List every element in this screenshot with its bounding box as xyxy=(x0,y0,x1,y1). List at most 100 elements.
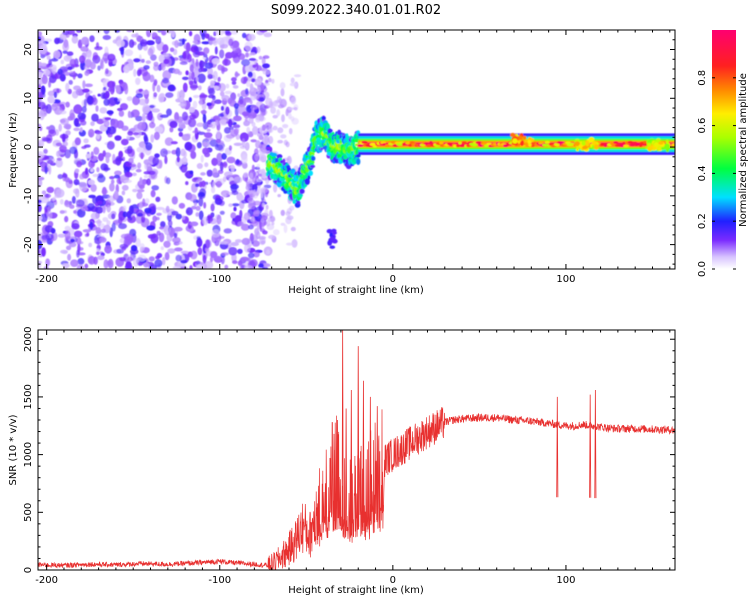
spectrogram-cell xyxy=(221,94,230,101)
spectrogram-cell xyxy=(53,50,61,59)
spectrogram-cell xyxy=(128,157,134,164)
spectrogram-cell xyxy=(59,199,64,205)
spectrogram-cell xyxy=(207,94,216,99)
spectrogram-cell xyxy=(188,80,194,86)
spectrogram-cell xyxy=(164,252,170,261)
spectrogram-cell xyxy=(137,261,144,266)
spectrogram-cell xyxy=(249,52,256,56)
spectrogram-cell xyxy=(212,181,216,188)
spectrogram-cell xyxy=(81,105,87,113)
spectrogram-cell xyxy=(280,134,287,139)
spectrogram-cell xyxy=(224,171,233,178)
snr-spike xyxy=(589,394,592,498)
spectrogram-cell xyxy=(198,98,203,106)
spectrogram-cell xyxy=(64,176,70,183)
spectrogram-cell xyxy=(189,64,194,73)
spectrogram-cell xyxy=(456,144,460,148)
spectrogram-cell xyxy=(162,70,172,80)
spectrogram-cell xyxy=(167,84,176,92)
spectrogram-cell xyxy=(104,245,112,254)
spectrogram-patch xyxy=(646,140,653,144)
spectrogram-cell xyxy=(166,108,172,116)
spectrogram-cell xyxy=(84,83,93,88)
spectrogram-cell xyxy=(185,181,189,186)
spectrogram-cell xyxy=(262,63,270,69)
spectrogram-cell xyxy=(52,196,56,201)
spectrogram-cell xyxy=(247,197,255,203)
spectrogram-patch xyxy=(530,138,535,142)
spectrogram-cell xyxy=(423,142,430,145)
spectrogram-cell xyxy=(216,152,223,163)
spectrogram-cell xyxy=(156,253,163,258)
spectrogram-cell xyxy=(202,142,208,147)
spectrogram-cell xyxy=(155,206,165,211)
spectrogram-cell xyxy=(287,107,295,111)
spectrogram-cell xyxy=(64,230,71,241)
x-tick-label: -200 xyxy=(35,274,58,285)
spectrogram-cell xyxy=(144,207,152,214)
spectrogram-cell xyxy=(121,190,126,196)
spectrogram-cell xyxy=(172,237,181,244)
spectrogram-cell xyxy=(233,103,239,109)
spectrogram-cell xyxy=(55,188,65,198)
spectrogram-cell xyxy=(177,261,181,268)
spectrogram-cell xyxy=(195,212,200,217)
spectrogram-cell xyxy=(311,156,316,161)
spectrogram-cell xyxy=(161,30,167,36)
spectrogram-cell xyxy=(60,249,68,254)
spectrogram-cell xyxy=(271,221,275,226)
spectrogram-cell xyxy=(293,107,298,111)
spectrogram-cell xyxy=(102,35,112,40)
spectrogram-cell xyxy=(121,138,129,146)
spectrogram-cell xyxy=(267,135,274,145)
spectrogram-cell xyxy=(109,176,115,180)
spectrogram-cell xyxy=(194,127,198,134)
spectrogram-cell xyxy=(163,240,171,248)
spectrogram-cell xyxy=(66,51,74,56)
spectrogram-cell xyxy=(144,198,150,204)
spectrogram-cell xyxy=(93,146,100,155)
spectrogram-cell xyxy=(459,144,465,148)
spectrogram-cell xyxy=(116,39,125,48)
spectrogram-cell xyxy=(277,127,284,134)
spectrogram-cell xyxy=(162,52,169,57)
spectrogram-cell xyxy=(200,110,207,115)
spectrogram-cell xyxy=(408,143,413,147)
spectrogram-cell xyxy=(102,150,106,157)
spectrogram-cell xyxy=(41,238,48,243)
spectrogram-cell xyxy=(257,173,262,177)
snr-spike xyxy=(594,389,597,499)
spectrogram-cell xyxy=(169,126,174,133)
spectrogram-patch xyxy=(658,141,664,145)
spectrogram-cell xyxy=(60,59,65,65)
spectrogram-cell xyxy=(237,248,243,254)
spectrogram-cell xyxy=(71,90,79,99)
spectrogram-patch xyxy=(575,146,580,152)
spectrogram-cell xyxy=(252,189,257,197)
spectrogram-cell xyxy=(193,94,200,99)
spectrogram-cell xyxy=(219,161,224,172)
spectrogram-cell xyxy=(99,237,107,243)
spectrogram-cell xyxy=(218,83,226,92)
spectrogram-cell xyxy=(43,69,51,76)
spectrogram-cell xyxy=(182,76,189,81)
spectrogram-cell xyxy=(155,216,160,221)
spectrogram-cell xyxy=(107,195,115,204)
spectrogram-cell xyxy=(44,193,51,198)
spectrogram-cell xyxy=(79,127,83,133)
spectrogram-cell xyxy=(95,206,104,214)
spectrogram-cell xyxy=(102,203,106,214)
spectrogram-cell xyxy=(82,88,90,93)
spectrogram-cell xyxy=(294,74,302,78)
spectrogram-cell xyxy=(38,260,43,265)
spectrogram-cell xyxy=(202,147,210,155)
spectrogram-cell xyxy=(145,142,153,151)
spectrogram-cell xyxy=(137,162,142,169)
spectrogram-patch xyxy=(653,142,660,148)
spectrogram-patch xyxy=(517,135,523,141)
spectrogram-cell xyxy=(148,256,155,262)
y-tick-label: 0 xyxy=(23,567,34,573)
spectrogram-cell xyxy=(269,209,273,219)
spectrogram-cell xyxy=(169,120,178,129)
